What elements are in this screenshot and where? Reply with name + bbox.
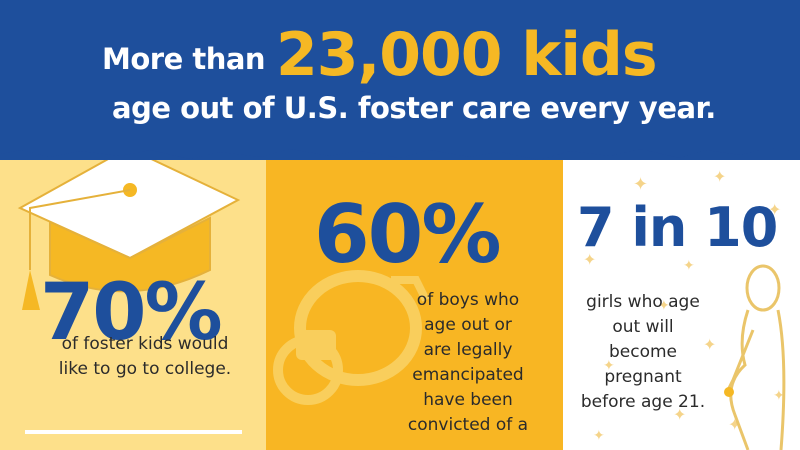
svg-text:✦: ✦	[673, 405, 686, 424]
title-prefix: More than	[102, 42, 266, 76]
svg-text:✦: ✦	[633, 174, 648, 195]
desc-line: have been	[423, 390, 513, 410]
stat-description: of foster kids would like to go to colle…	[30, 332, 260, 382]
stat-description: of boys who age out or are legally emanc…	[378, 288, 558, 438]
stat-value: 60%	[314, 188, 501, 281]
torn-edge	[0, 130, 800, 160]
pregnant-woman-icon: ✦ ✦ ✦ ✦ ✦ ✦ ✦ ✦ ✦ ✦ ✦ ✦	[583, 167, 786, 450]
desc-line: age out or	[424, 315, 512, 335]
desc-line: of boys who	[416, 290, 520, 310]
title-subline: age out of U.S. foster care every year.	[112, 91, 716, 125]
handcuffs-icon	[273, 270, 430, 405]
svg-text:✦: ✦	[683, 258, 695, 274]
desc-line: before age 21.	[580, 392, 706, 412]
title-highlight: 23,000 kids	[276, 20, 658, 90]
svg-text:✦: ✦	[603, 358, 615, 374]
desc-line: out will	[612, 317, 674, 337]
svg-text:✦: ✦	[713, 167, 726, 186]
desc-line: become	[608, 342, 678, 362]
desc-line: girls who age	[586, 292, 700, 312]
desc-line: of foster kids would	[61, 334, 229, 354]
desc-line: pregnant	[604, 367, 682, 387]
stat-panel-convicted: 60% of boys who age out or are legally e…	[266, 160, 563, 450]
graduation-cap-icon	[17, 160, 242, 434]
svg-text:✦: ✦	[658, 298, 670, 314]
desc-line: are legally	[423, 340, 513, 360]
svg-text:✦: ✦	[703, 335, 716, 354]
stat-value: 70%	[40, 268, 223, 358]
title-row: More than 23,000 kids	[0, 14, 800, 90]
svg-text:✦: ✦	[768, 200, 781, 219]
svg-text:✦: ✦	[773, 388, 785, 404]
stat-panel-pregnant: ✦ ✦ ✦ ✦ ✦ ✦ ✦ ✦ ✦ ✦ ✦ ✦ 7 in 10 girls wh…	[563, 160, 800, 450]
stat-description: girls who age out will become pregnant b…	[573, 290, 713, 415]
desc-line: like to go to college.	[58, 359, 232, 379]
svg-text:✦: ✦	[593, 428, 605, 444]
desc-line: emancipated	[412, 365, 524, 385]
desc-line: convicted of a	[407, 415, 529, 435]
stat-panel-college: 70% of foster kids would like to go to c…	[0, 160, 266, 450]
stat-value: 7 in 10	[577, 196, 778, 259]
svg-text:✦: ✦	[583, 250, 596, 269]
